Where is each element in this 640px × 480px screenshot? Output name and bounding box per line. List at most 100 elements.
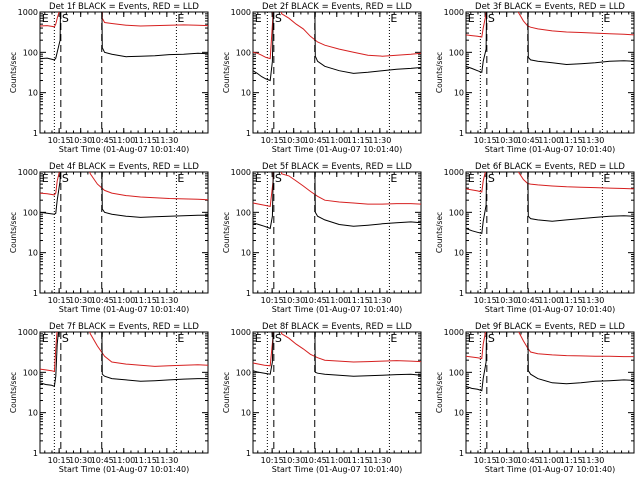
x-tick-label: 11:00 [538,456,561,465]
x-tick-label: 11:30 [155,456,178,465]
x-tick-label: 10:45 [517,136,540,145]
x-tick-label: 11:15 [134,296,157,305]
x-tick-label: 10:30 [69,296,92,305]
events-series-line [466,12,634,73]
x-tick-label: 10:15 [474,296,497,305]
y-tick-label: 10 [454,249,464,258]
x-tick-label: 11:30 [581,456,604,465]
x-tick-label: 10:15 [48,136,71,145]
lld-series-line [253,332,421,367]
x-tick-label: 11:00 [325,136,348,145]
events-series-line [253,172,421,230]
events-series-line [40,332,208,387]
lld-series-line [40,332,208,373]
x-tick-label: 10:30 [282,456,305,465]
x-tick-label: 11:00 [538,136,561,145]
y-tick-label: 1000 [444,328,464,337]
y-tick-label: 1 [246,449,251,458]
y-tick-label: 10 [28,409,38,418]
marker-label: E [390,332,397,345]
marker-label: S [62,12,69,25]
x-tick-label: 11:30 [368,456,391,465]
events-series-line [253,12,421,82]
plot-frame [252,11,422,134]
y-tick-label: 100 [23,368,38,377]
y-tick-label: 1000 [444,168,464,177]
y-tick-label: 1000 [231,8,251,17]
x-axis-label: Start Time (01-Aug-07 10:01:40) [272,305,403,314]
marker-label: S [62,332,69,345]
y-axis-label: Counts/sec [9,372,18,413]
y-tick-label: 10 [28,249,38,258]
x-tick-label: 11:15 [560,136,583,145]
plot-frame [39,171,209,294]
chart-title: Det 3f BLACK = Events, RED = LLD [475,2,625,12]
marker-label: E [42,172,49,185]
marker-label: E [255,12,262,25]
y-tick-label: 1000 [18,8,38,17]
x-tick-label: 11:30 [155,136,178,145]
events-series-line [253,332,421,377]
chart-title: Det 2f BLACK = Events, RED = LLD [262,2,412,12]
x-axis-label: Start Time (01-Aug-07 10:01:40) [59,305,190,314]
y-tick-label: 100 [449,48,464,57]
lld-series-line [253,172,421,208]
events-series-line [466,332,634,392]
y-axis-label: Counts/sec [222,212,231,253]
x-tick-label: 11:15 [560,456,583,465]
x-axis-label: Start Time (01-Aug-07 10:01:40) [59,465,190,474]
x-axis-label: Start Time (01-Aug-07 10:01:40) [485,465,616,474]
plot-frame [252,171,422,294]
events-series-line [466,172,634,235]
chart-title: Det 4f BLACK = Events, RED = LLD [49,162,199,172]
x-tick-label: 11:30 [368,136,391,145]
y-tick-label: 1 [459,289,464,298]
x-tick-label: 11:15 [347,456,370,465]
marker-label: E [177,12,184,25]
y-axis-label: Counts/sec [9,52,18,93]
x-tick-label: 11:00 [325,456,348,465]
lld-series-line [466,12,634,38]
x-tick-label: 11:30 [581,296,604,305]
lld-series-line [466,172,634,193]
y-axis-label: Counts/sec [9,212,18,253]
y-tick-label: 100 [449,208,464,217]
y-tick-label: 1 [459,129,464,138]
marker-label: E [390,172,397,185]
lld-series-line [253,12,421,60]
marker-label: E [603,332,610,345]
y-axis-label: Counts/sec [222,52,231,93]
marker-label: S [275,332,282,345]
marker-label: E [177,332,184,345]
x-tick-label: 11:30 [581,136,604,145]
y-tick-label: 1 [33,289,38,298]
x-tick-label: 10:45 [304,296,327,305]
plot-frame [465,331,635,454]
plot-frame [465,171,635,294]
y-tick-label: 100 [236,208,251,217]
x-tick-label: 11:15 [560,296,583,305]
x-tick-label: 10:45 [304,136,327,145]
chart-title: Det 6f BLACK = Events, RED = LLD [475,162,625,172]
x-tick-label: 10:15 [474,456,497,465]
x-tick-label: 10:30 [495,136,518,145]
x-tick-label: 10:30 [495,456,518,465]
marker-label: E [255,172,262,185]
y-tick-label: 1000 [231,328,251,337]
y-tick-label: 1 [246,129,251,138]
x-tick-label: 10:30 [282,296,305,305]
y-tick-label: 100 [236,48,251,57]
marker-label: S [275,172,282,185]
y-tick-label: 1 [246,289,251,298]
marker-label: S [488,172,495,185]
x-tick-label: 10:15 [474,136,497,145]
y-tick-label: 100 [449,368,464,377]
y-tick-label: 10 [241,249,251,258]
